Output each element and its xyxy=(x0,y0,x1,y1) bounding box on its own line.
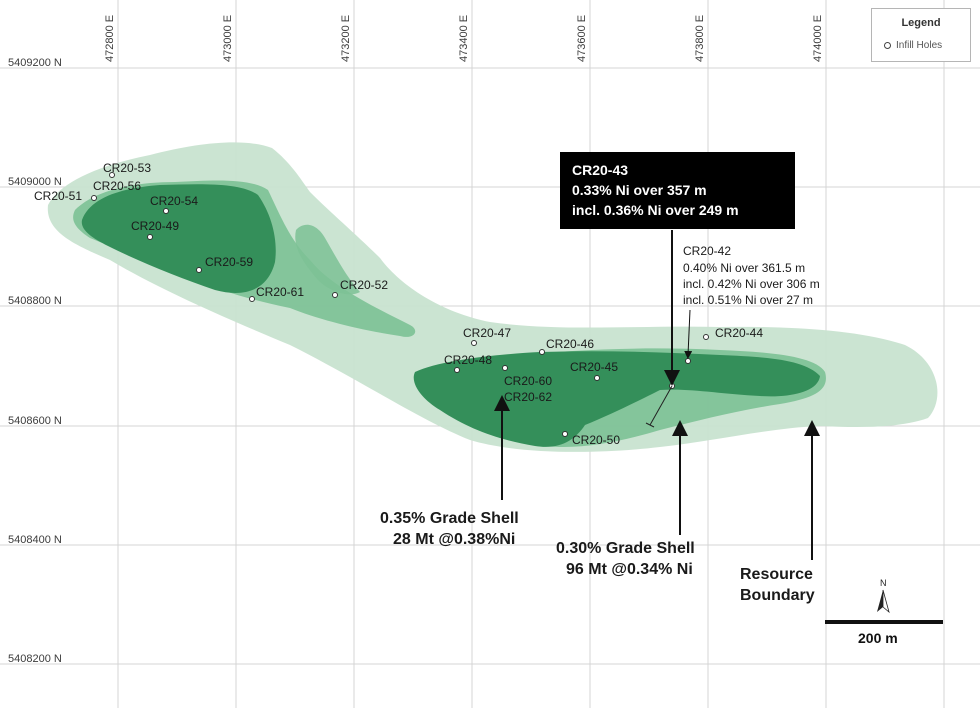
grade-shell-030-area-mid xyxy=(295,224,360,295)
hole-label-cr20-44: CR20-44 xyxy=(715,326,763,340)
northing-label: 5409000 N xyxy=(8,176,62,188)
hole-label-cr20-49: CR20-49 xyxy=(131,219,179,233)
shell-030-label-line1: 0.30% Grade Shell xyxy=(556,540,695,557)
drill-trace-end xyxy=(645,422,655,428)
hole-label-cr20-59: CR20-59 xyxy=(205,255,253,269)
boundary-label-line1: Resource xyxy=(740,566,813,583)
northing-label: 5408200 N xyxy=(8,653,62,665)
grade-shell-035-area-east xyxy=(413,351,820,447)
grade-shell-035-area-west xyxy=(81,184,276,293)
callout-42-line3: incl. 0.42% Ni over 306 m xyxy=(683,277,820,291)
hole-label-cr20-54: CR20-54 xyxy=(150,194,198,208)
callout-42-line2: 0.40% Ni over 361.5 m xyxy=(683,261,805,275)
hole-label-cr20-52: CR20-52 xyxy=(340,278,388,292)
north-arrow-icon: N xyxy=(877,578,890,614)
legend: Legend Infill Holes xyxy=(871,8,971,62)
callout-43-line2: 0.33% Ni over 357 m xyxy=(572,182,707,198)
hole-labels: CR20-53 CR20-56 CR20-51 CR20-54 CR20-49 … xyxy=(34,161,763,447)
arrow-cr20-42 xyxy=(684,309,693,359)
hole-label-cr20-62: CR20-62 xyxy=(504,390,552,404)
easting-label: 474000 E xyxy=(812,15,824,62)
scale-label: 200 m xyxy=(858,630,898,646)
hole-label-cr20-56: CR20-56 xyxy=(93,179,141,193)
hole-label-cr20-47: CR20-47 xyxy=(463,326,511,340)
easting-label: 473600 E xyxy=(576,15,588,62)
callout-43-line1: CR20-43 xyxy=(572,162,629,178)
northing-labels: 5409200 N 5409000 N 5408800 N 5408600 N … xyxy=(8,57,62,665)
callout-42-line1: CR20-42 xyxy=(683,244,731,258)
hole-label-cr20-61: CR20-61 xyxy=(256,285,304,299)
northing-label: 5408800 N xyxy=(8,295,62,307)
hole-label-cr20-53: CR20-53 xyxy=(103,161,151,175)
easting-label: 473000 E xyxy=(222,15,234,62)
easting-labels: 472800 E 473000 E 473200 E 473400 E 4736… xyxy=(104,15,824,62)
hole-label-cr20-46: CR20-46 xyxy=(546,337,594,351)
legend-title: Legend xyxy=(901,17,941,29)
infill-hole-icon xyxy=(884,42,891,49)
drill-trace xyxy=(649,385,673,426)
easting-label: 473200 E xyxy=(340,15,352,62)
hole-label-cr20-51: CR20-51 xyxy=(34,189,82,203)
easting-label: 473400 E xyxy=(458,15,470,62)
shell-035-label-line2: 28 Mt @0.38%Ni xyxy=(393,531,515,548)
shell-030-label-line2: 96 Mt @0.34% Ni xyxy=(566,561,693,578)
hole-label-cr20-50: CR20-50 xyxy=(572,433,620,447)
hole-label-cr20-60: CR20-60 xyxy=(504,374,552,388)
shell-035-label-line1: 0.35% Grade Shell xyxy=(380,510,519,527)
callout-cr20-43: CR20-43 0.33% Ni over 357 m incl. 0.36% … xyxy=(560,152,795,229)
easting-label: 473800 E xyxy=(694,15,706,62)
north-label: N xyxy=(880,578,887,588)
legend-item-label: Infill Holes xyxy=(896,40,943,51)
hole-label-cr20-48: CR20-48 xyxy=(444,353,492,367)
easting-label: 472800 E xyxy=(104,15,116,62)
legend-item: Infill Holes xyxy=(884,40,942,51)
northing-label: 5408600 N xyxy=(8,415,62,427)
callout-43-line3: incl. 0.36% Ni over 249 m xyxy=(572,202,739,218)
hole-label-cr20-45: CR20-45 xyxy=(570,360,618,374)
callout-42-line4: incl. 0.51% Ni over 27 m xyxy=(683,293,813,307)
northing-label: 5409200 N xyxy=(8,57,62,69)
northing-label: 5408400 N xyxy=(8,534,62,546)
boundary-label-line2: Boundary xyxy=(740,587,815,604)
scale-bar: 200 m xyxy=(825,620,943,646)
hole-markers xyxy=(91,172,709,437)
callout-cr20-42: CR20-42 0.40% Ni over 361.5 m incl. 0.42… xyxy=(683,244,820,307)
